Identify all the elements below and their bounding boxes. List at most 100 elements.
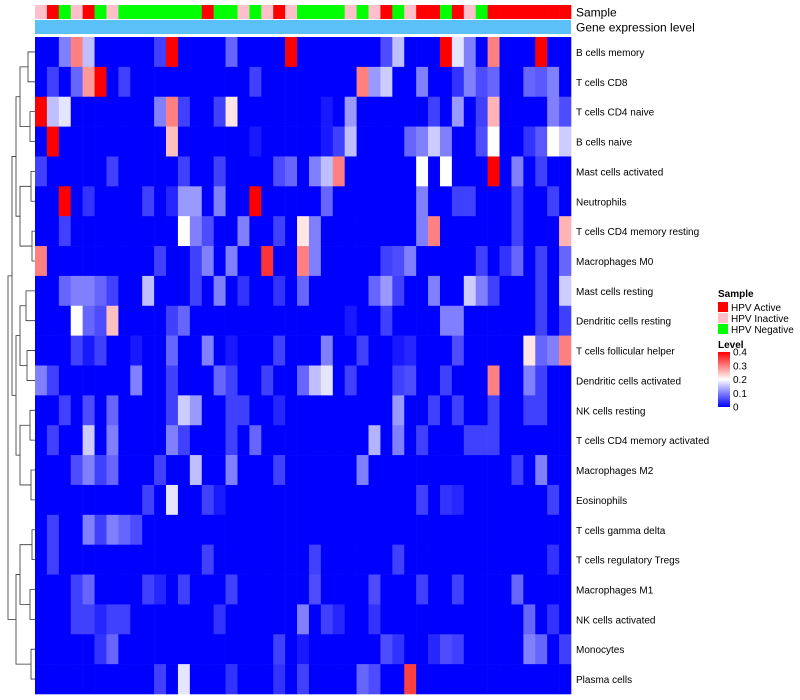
heatmap-cell (511, 395, 524, 426)
heatmap-cell (82, 425, 95, 456)
heatmap-cell (511, 186, 524, 217)
heatmap-cell (118, 365, 131, 396)
heatmap-cell (535, 126, 548, 157)
dendrogram-branch (29, 409, 35, 441)
heatmap-cell (559, 156, 572, 187)
heatmap-cell (499, 246, 512, 277)
heatmap-cell (46, 664, 60, 695)
heatmap-cell (273, 186, 286, 217)
sample-legend-label: HPV Negative (731, 325, 794, 336)
heatmap-cell (46, 425, 60, 456)
heatmap-cell (130, 305, 143, 336)
heatmap-cell (35, 634, 48, 665)
heatmap-cell (344, 246, 357, 277)
heatmap-cell (154, 514, 167, 545)
heatmap-cell (535, 514, 548, 545)
heatmap-cell (392, 37, 405, 68)
heatmap-cell (225, 275, 238, 307)
heatmap-cell (356, 544, 369, 575)
heatmap-cell (439, 365, 453, 396)
heatmap-cell (273, 514, 286, 545)
heatmap-cell (189, 425, 203, 456)
heatmap-cell (201, 216, 214, 247)
heatmap-cell (273, 275, 286, 307)
heatmap-cell (428, 305, 441, 336)
heatmap-cell (35, 275, 48, 307)
heatmap-cell (58, 634, 72, 665)
heatmap-cell (428, 96, 441, 127)
heatmap-cell (416, 96, 429, 127)
heatmap-cell (308, 634, 322, 665)
heatmap-cell (189, 305, 203, 336)
heatmap-cell (58, 96, 72, 127)
heatmap-cell (58, 156, 72, 187)
heatmap-cell (94, 66, 107, 98)
heatmap-cell (118, 275, 131, 307)
heatmap-cell (249, 425, 262, 456)
heatmap-cell (177, 395, 191, 426)
heatmap-cell (142, 186, 155, 217)
sample-annotation-cell (297, 5, 310, 19)
heatmap-cell (356, 425, 369, 456)
heatmap-cell (94, 365, 107, 396)
heatmap-cell (213, 365, 226, 396)
heatmap-cell (82, 664, 95, 695)
heatmap-cell (523, 425, 536, 456)
heatmap-cell (499, 395, 512, 426)
dendrogram-branch (30, 648, 35, 680)
heatmap-cell (154, 186, 167, 217)
sample-legend-swatch (718, 324, 728, 334)
heatmap-cell (297, 484, 310, 516)
heatmap-cell (154, 484, 167, 516)
heatmap-cell (475, 604, 488, 635)
heatmap-cell (523, 574, 536, 605)
heatmap-cell (201, 604, 214, 635)
heatmap-cell (463, 126, 477, 157)
heatmap-cell (308, 66, 322, 98)
heatmap-cell (404, 365, 417, 396)
heatmap-cell (35, 425, 48, 456)
heatmap-cell (475, 126, 488, 157)
heatmap-cell (451, 37, 465, 68)
heatmap-cell (297, 126, 310, 157)
heatmap-cell (392, 96, 405, 127)
heatmap-cell (130, 216, 143, 247)
heatmap-cell (428, 186, 441, 217)
heatmap-cell (463, 634, 477, 665)
heatmap-cell (273, 544, 286, 575)
heatmap-cell (368, 634, 381, 665)
heatmap-cell (487, 664, 500, 695)
heatmap-cell (428, 126, 441, 157)
heatmap-cell (416, 574, 429, 605)
heatmap-cell (154, 395, 167, 426)
heatmap-cell (166, 335, 179, 366)
heatmap-cell (58, 246, 72, 277)
heatmap-cell (261, 514, 274, 545)
row-label: T cells CD4 memory resting (576, 227, 699, 238)
row-label: B cells memory (576, 48, 644, 59)
heatmap-cell (404, 305, 417, 336)
heatmap-cell (511, 156, 524, 187)
sample-annotation-cell (177, 5, 191, 19)
heatmap-cell (118, 574, 131, 605)
heatmap-cell (142, 634, 155, 665)
heatmap-cell (428, 335, 441, 366)
heatmap-cell (308, 335, 322, 366)
heatmap-cell (118, 634, 131, 665)
heatmap-cell (368, 574, 381, 605)
heatmap-cell (189, 365, 203, 396)
heatmap-cell (332, 126, 345, 157)
heatmap-cell (94, 126, 107, 157)
heatmap-cell (392, 66, 405, 98)
heatmap-cell (356, 275, 369, 307)
heatmap-cell (320, 37, 334, 68)
row-label: Eosinophils (576, 496, 627, 507)
heatmap-cell (499, 275, 512, 307)
heatmap-cell (237, 156, 250, 187)
heatmap-cell (46, 544, 60, 575)
heatmap-cell (308, 484, 322, 516)
heatmap-cell (428, 604, 441, 635)
heatmap-cell (451, 634, 465, 665)
heatmap-cell (94, 634, 107, 665)
